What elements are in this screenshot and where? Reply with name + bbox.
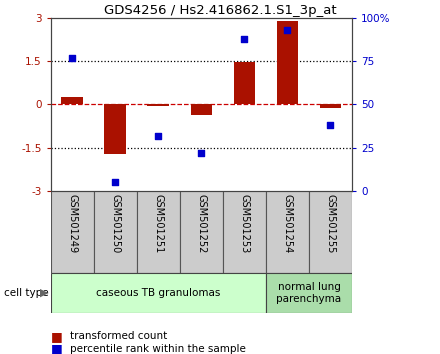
Point (155, 133, 162, 138)
Text: GDS4256 / Hs2.416862.1.S1_3p_at: GDS4256 / Hs2.416862.1.S1_3p_at (104, 4, 336, 17)
Point (198, 150, 205, 156)
Bar (104, 104, 126, 154)
Bar (320, 104, 341, 108)
Bar (180, 191, 223, 273)
Bar (147, 104, 169, 106)
Bar (94, 191, 137, 273)
Bar (277, 21, 298, 104)
Bar (137, 191, 180, 273)
Bar (234, 62, 255, 104)
Text: GSM501255: GSM501255 (326, 194, 335, 253)
Bar (51, 191, 94, 273)
Bar (266, 191, 309, 273)
Text: GSM501254: GSM501254 (282, 194, 293, 253)
Text: transformed count: transformed count (70, 331, 168, 341)
Point (69, 55, 76, 61)
Bar (191, 104, 212, 115)
Bar (51, 273, 266, 313)
Text: ■: ■ (51, 330, 62, 343)
Bar (266, 273, 352, 313)
Text: GSM501252: GSM501252 (196, 194, 206, 253)
Text: percentile rank within the sample: percentile rank within the sample (70, 344, 246, 354)
Text: GSM501251: GSM501251 (153, 194, 163, 253)
Text: ▶: ▶ (40, 288, 48, 298)
Bar (309, 191, 352, 273)
Point (327, 122, 334, 128)
Bar (61, 97, 83, 104)
Text: GSM501250: GSM501250 (110, 194, 120, 253)
Text: cell type: cell type (4, 288, 49, 298)
Text: ■: ■ (51, 342, 62, 354)
Point (112, 180, 119, 185)
Point (284, 27, 291, 33)
Point (241, 36, 248, 41)
Bar (223, 191, 266, 273)
Text: caseous TB granulomas: caseous TB granulomas (96, 288, 220, 298)
Text: GSM501253: GSM501253 (239, 194, 249, 253)
Text: normal lung
parenchyma: normal lung parenchyma (276, 282, 341, 304)
Text: GSM501249: GSM501249 (67, 194, 77, 253)
